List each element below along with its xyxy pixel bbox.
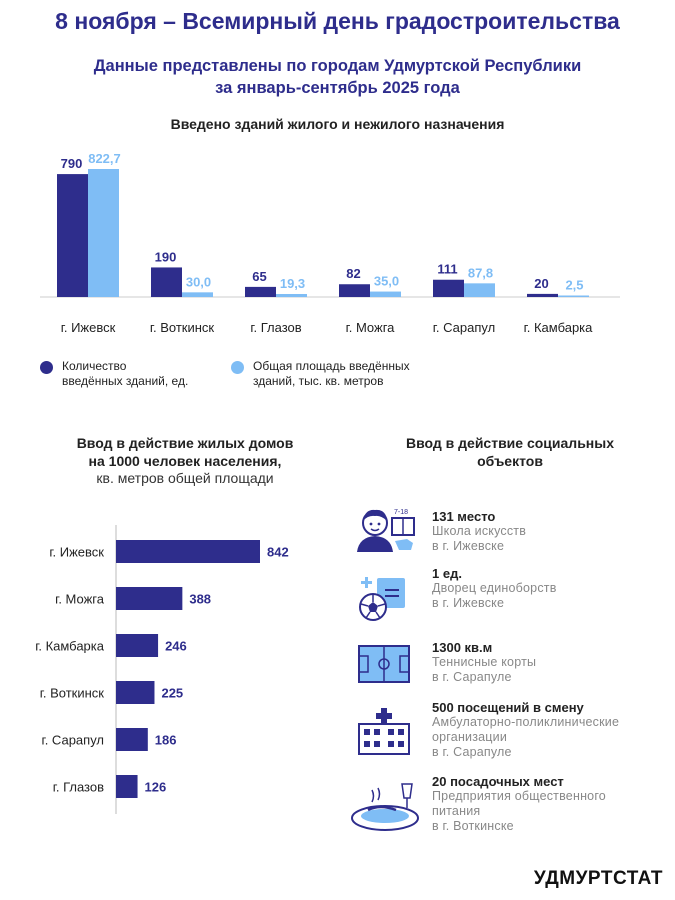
data-label: 30,0 xyxy=(186,274,211,289)
data-label: 842 xyxy=(267,545,289,560)
social-item-food: 20 посадочных мест Предприятия обществен… xyxy=(432,774,606,834)
data-label: 82 xyxy=(346,266,360,281)
housing-title-line-2: на 1000 человек населения, xyxy=(88,453,282,469)
data-label: 126 xyxy=(145,780,167,795)
social-item-title: 20 посадочных мест xyxy=(432,774,564,789)
data-label: 225 xyxy=(161,686,183,701)
social-title-line-2: объектов xyxy=(477,453,543,469)
subtitle-line-2: за январь-сентябрь 2025 года xyxy=(215,79,460,97)
social-item-clinic: 500 посещений в смену Амбулаторно-поликл… xyxy=(432,700,619,760)
bar xyxy=(116,587,183,610)
bar xyxy=(88,169,119,297)
category-label: г. Сарапул xyxy=(42,733,104,748)
social-item-courts: 1300 кв.м Теннисные корты в г. Сарапуле xyxy=(432,640,536,685)
bar xyxy=(182,292,213,297)
legend-label-area: Общая площадь введённых зданий, тыс. кв.… xyxy=(253,359,410,389)
social-item-desc-line: питания xyxy=(432,804,481,818)
category-label: г. Глазов xyxy=(53,780,104,795)
bar xyxy=(558,295,589,297)
bar xyxy=(151,267,182,297)
buildings-chart-title: Введено зданий жилого и нежилого назначе… xyxy=(170,116,505,132)
bar xyxy=(370,291,401,297)
bar xyxy=(116,634,159,657)
social-item-desc-line: Амбулаторно-поликлинические xyxy=(432,715,620,729)
social-item-desc-line: Теннисные корты xyxy=(432,655,537,669)
bar xyxy=(464,283,495,297)
food-plate-icon xyxy=(351,783,419,831)
brand-logo-text: УДМУРТСТАТ xyxy=(533,868,663,889)
housing-chart-title: Ввод в действие жилых домов на 1000 чело… xyxy=(30,434,340,486)
category-label: г. Камбарка xyxy=(524,320,594,335)
category-label: г. Можга xyxy=(346,320,396,335)
social-section-title: Ввод в действие социальных объектов xyxy=(365,434,655,470)
category-label: г. Сарапул xyxy=(433,320,495,335)
age-badge: 7-18 xyxy=(394,509,408,516)
bar xyxy=(276,293,307,297)
data-label: 65 xyxy=(252,269,266,284)
sports-ball-icon xyxy=(359,577,405,621)
legend-count-line-1: Количество xyxy=(62,359,127,373)
data-label: 2,5 xyxy=(565,278,583,293)
social-item-desc-line: Предприятия общественного xyxy=(432,789,606,803)
social-item-desc-line: в г. Сарапуле xyxy=(432,670,512,684)
category-label: г. Камбарка xyxy=(35,639,105,654)
data-label: 822,7 xyxy=(88,151,121,166)
data-label: 111 xyxy=(437,262,457,277)
social-item-title: 1300 кв.м xyxy=(432,640,493,655)
bar xyxy=(433,279,464,297)
legend-label-count: Количество введённых зданий, ед. xyxy=(62,359,188,389)
clinic-building-icon xyxy=(358,708,410,755)
school-student-icon: 7-18 xyxy=(357,509,415,552)
bar xyxy=(339,284,370,297)
data-label: 790 xyxy=(61,156,83,171)
bar xyxy=(116,775,138,798)
social-title-line-1: Ввод в действие социальных xyxy=(405,435,615,451)
category-label: г. Воткинск xyxy=(40,686,105,701)
data-label: 186 xyxy=(155,733,177,748)
social-item-dvorets: 1 ед. Дворец единоборств в г. Ижевске xyxy=(432,566,557,611)
social-item-title: 1 ед. xyxy=(432,566,462,581)
data-label: 388 xyxy=(189,592,211,607)
legend-dot-count xyxy=(40,361,53,374)
data-label: 190 xyxy=(155,249,177,264)
social-item-title: 131 место xyxy=(432,509,496,524)
category-label: г. Воткинск xyxy=(150,320,215,335)
social-item-desc-line: в г. Сарапуле xyxy=(432,745,512,759)
bar xyxy=(116,681,155,704)
legend-count-line-2: введённых зданий, ед. xyxy=(62,374,189,388)
legend-area-line-1: Общая площадь введённых xyxy=(253,359,410,373)
housing-title-line-1: Ввод в действие жилых домов xyxy=(76,435,294,451)
social-item-desc-line: организации xyxy=(432,730,508,744)
page-subtitle: Данные представлены по городам Удмуртско… xyxy=(0,55,675,99)
social-item-desc-line: в г. Ижевске xyxy=(432,596,505,610)
data-label: 19,3 xyxy=(280,276,305,291)
category-label: г. Ижевск xyxy=(49,545,104,560)
social-item-desc-line: в г. Воткинске xyxy=(432,819,514,833)
housing-title-subtitle: кв. метров общей площади xyxy=(96,470,274,486)
bar xyxy=(116,540,260,563)
bar xyxy=(116,728,148,751)
social-item-desc-line: Дворец единоборств xyxy=(432,581,557,595)
data-label: 20 xyxy=(534,276,548,291)
social-item-title: 500 посещений в смену xyxy=(432,700,584,715)
data-label: 87,8 xyxy=(468,265,493,280)
category-label: г. Ижевск xyxy=(61,320,116,335)
housing-bar-chart: 842 г. Ижевск 388 г. Можга 246 г. Камбарка 225… xyxy=(35,525,289,814)
bar xyxy=(245,286,276,297)
category-label: г. Можга xyxy=(55,592,105,607)
data-label: 246 xyxy=(165,639,187,654)
bar xyxy=(527,293,558,297)
legend-dot-area xyxy=(231,361,244,374)
bar xyxy=(57,174,88,297)
subtitle-line-1: Данные представлены по городам Удмуртско… xyxy=(93,57,582,75)
data-label: 35,0 xyxy=(374,274,399,289)
tennis-court-icon xyxy=(358,645,410,683)
social-item-school: 131 место Школа искусств в г. Ижевске xyxy=(432,509,526,554)
category-label: г. Глазов xyxy=(250,320,301,335)
buildings-bar-chart: 790 822,7 г. Ижевск 190 30,0 г. Воткинск 65 19,… xyxy=(40,151,620,335)
social-item-desc-line: Школа искусств xyxy=(432,524,527,538)
legend-area-line-2: зданий, тыс. кв. метров xyxy=(253,374,384,388)
page-title: 8 ноября – Всемирный день градостроитель… xyxy=(55,8,620,34)
social-item-desc-line: в г. Ижевске xyxy=(432,539,505,553)
